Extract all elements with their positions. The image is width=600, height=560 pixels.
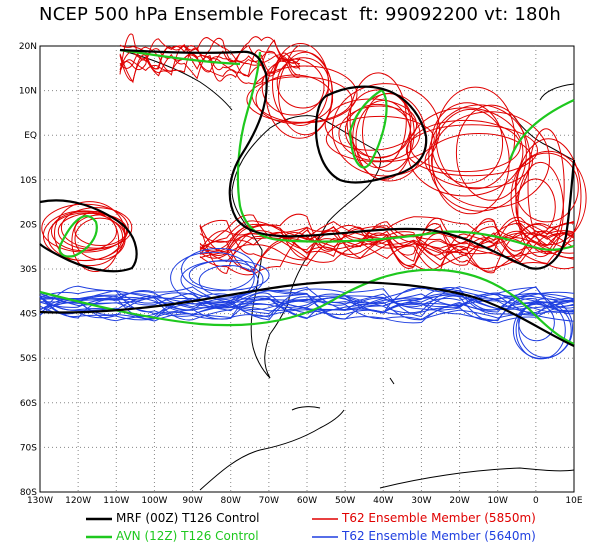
red-contour-loop (405, 124, 538, 177)
lat-label: 20S (20, 220, 37, 230)
lon-label: 90W (182, 496, 202, 506)
blue-contour (39, 289, 575, 324)
red-contour-loop (325, 115, 435, 163)
lat-label: 30S (20, 265, 37, 275)
red-contour-loop (74, 214, 128, 246)
lon-label: 120W (65, 496, 91, 506)
red-contour-loop (407, 107, 524, 197)
red-contour-loop (338, 105, 421, 162)
lon-label: 10E (565, 496, 582, 506)
red-contour-loop (409, 119, 521, 173)
red-contour-loop (42, 210, 126, 261)
red-contour-loop (346, 89, 412, 159)
chart-title: NCEP 500 hPa Ensemble Forecast ft: 99092… (39, 4, 561, 25)
legend-mrf: MRF (00Z) T126 Control (116, 511, 260, 525)
lon-label: 40W (373, 496, 393, 506)
red-ensemble-contours (41, 33, 587, 276)
red-contour-loop (431, 102, 504, 184)
red-contour-loop (331, 83, 440, 177)
longitude-labels: 130W 120W 110W 100W 90W 80W 70W 60W 50W 40W 30W 20W… (27, 496, 583, 506)
red-contour (199, 225, 575, 272)
red-contour-loop (517, 161, 564, 258)
lon-label: 60W (297, 496, 317, 506)
lon-label: 10W (488, 496, 508, 506)
lat-label: 10S (20, 176, 37, 186)
lon-label: 50W (335, 496, 355, 506)
blue-contour-loop (518, 303, 555, 342)
blue-ensemble-contours (39, 248, 575, 360)
red-contour-loop (272, 43, 329, 126)
lat-label: 80S (20, 488, 37, 498)
lon-label: 20W (449, 496, 469, 506)
legend-blue: T62 Ensemble Member (5640m) (342, 529, 536, 543)
red-contour (119, 43, 301, 82)
antarctica-coast (199, 377, 575, 491)
red-contour-loop (515, 178, 556, 236)
lat-label: EQ (24, 131, 37, 141)
blue-contour (39, 285, 575, 322)
red-contour (199, 220, 575, 268)
lon-label: 100W (141, 496, 167, 506)
blue-contour (39, 292, 575, 315)
legend-avn: AVN (12Z) T126 Control (116, 529, 259, 543)
blue-contour (39, 286, 575, 319)
red-contour-loop (349, 72, 407, 169)
red-contour-loop (362, 92, 415, 172)
blue-contour-loop (181, 248, 256, 292)
red-contour (199, 222, 575, 271)
legend-swatches (86, 517, 338, 539)
lon-label: 0 (533, 496, 539, 506)
lon-label: 80W (221, 496, 241, 506)
lat-label: 20N (19, 42, 37, 52)
latitude-labels: 20N 10N EQ 10S 20S 30S 40S 50S 60S 70S 80S (19, 42, 37, 498)
red-contour (199, 219, 575, 263)
legend-blue-label: T62 Ensemble Member (5640m) (342, 529, 536, 543)
lon-label: 30W (411, 496, 431, 506)
lon-label: 130W (27, 496, 53, 506)
legend-red: T62 Ensemble Member (5850m) (342, 511, 536, 525)
graticule (40, 46, 574, 492)
legend-red-label: T62 Ensemble Member (5850m) (342, 511, 536, 525)
red-contour-loop (261, 58, 325, 116)
blue-contour-loop (512, 301, 572, 359)
lon-label: 110W (103, 496, 129, 506)
legend-mrf-label: MRF (00Z) T126 Control (116, 511, 260, 525)
blue-contour (39, 286, 575, 317)
central-america-coast (119, 49, 233, 111)
red-contour-loop (527, 128, 565, 247)
africa-coast (511, 83, 575, 161)
red-contour-loop (424, 133, 533, 189)
red-contour-loop (514, 152, 579, 223)
red-contour-loop (60, 207, 133, 249)
lat-label: 70S (20, 443, 37, 453)
blue-contour-loop (170, 251, 255, 304)
red-contour (199, 218, 575, 259)
blue-contour-loop (518, 298, 573, 358)
lat-label: 60S (20, 399, 37, 409)
blue-contour (39, 288, 575, 324)
lon-label: 70W (259, 496, 279, 506)
red-contour-loop (251, 65, 358, 124)
red-contour (199, 224, 575, 269)
mrf-control-contours (39, 48, 576, 347)
lat-label: 50S (20, 354, 37, 364)
red-contour (119, 37, 301, 77)
legend-avn-label: AVN (12Z) T126 Control (116, 529, 259, 543)
coastlines (119, 49, 575, 491)
avn-control-contours (39, 48, 575, 346)
lat-label: 40S (20, 310, 37, 320)
blue-contour-loop (198, 265, 259, 297)
blue-contour-loop (180, 260, 264, 299)
lat-label: 10N (19, 87, 37, 97)
red-contour-loop (455, 104, 527, 201)
